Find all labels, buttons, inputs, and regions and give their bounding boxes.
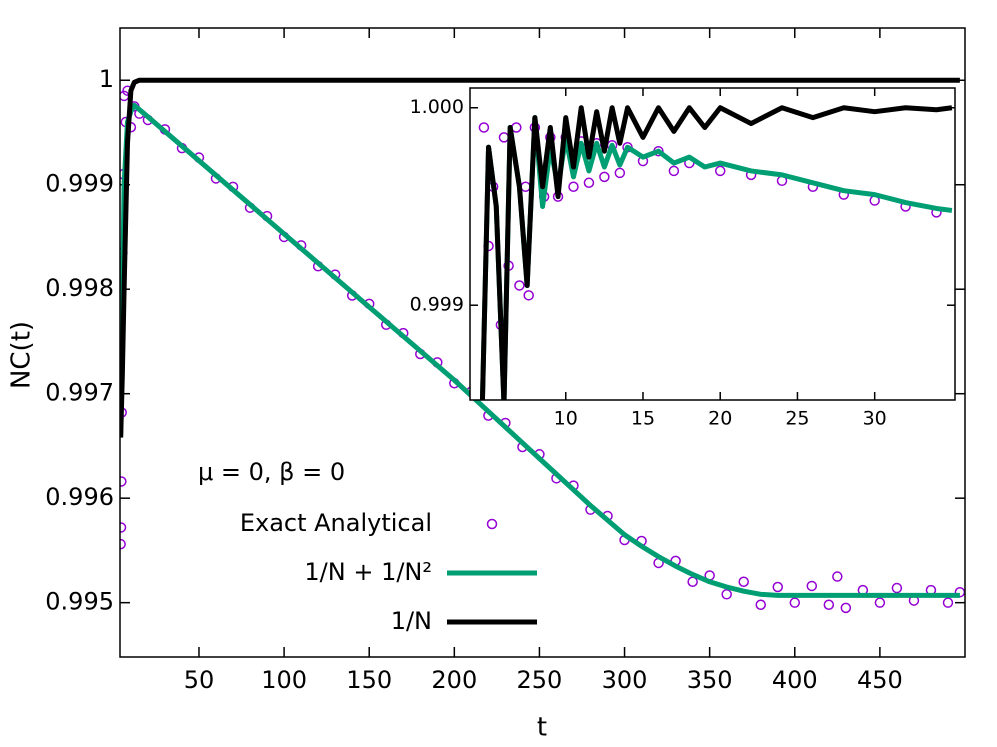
y-tick-label: 0.998 (45, 274, 114, 302)
data-point (668, 165, 680, 177)
data-point (738, 576, 749, 588)
data-line (120, 77, 960, 438)
plot-frame (469, 87, 956, 401)
plot-frame (119, 27, 966, 658)
y-tick-label: 0.999 (410, 294, 464, 316)
x-tick-label: 350 (687, 666, 733, 694)
data-point (614, 167, 626, 179)
data-point (806, 580, 818, 592)
x-tick-label: 50 (184, 666, 215, 694)
x-tick-label: 20 (708, 408, 732, 430)
y-tick-label: 1.000 (410, 96, 464, 118)
legend-label: Exact Analytical (240, 509, 432, 537)
data-point (568, 181, 579, 192)
x-tick-label: 200 (431, 666, 477, 694)
legend-label: 1/N (391, 607, 432, 635)
data-point (120, 522, 127, 533)
legend-marker (486, 518, 498, 530)
x-tick-label: 450 (857, 666, 903, 694)
data-point (583, 177, 595, 189)
y-tick-label: 1 (99, 65, 114, 93)
x-tick-label: 15 (631, 408, 655, 430)
plot-area (478, 105, 953, 400)
data-point (755, 599, 766, 611)
data-point (687, 576, 698, 588)
data-point (478, 122, 490, 133)
data-point (523, 290, 534, 301)
y-tick-label: 0.996 (45, 483, 114, 511)
data-point (714, 165, 726, 177)
data-point (599, 171, 610, 183)
x-tick-label: 25 (785, 408, 809, 430)
legend-label: 1/N + 1/N² (304, 558, 432, 586)
x-tick-label: 10 (554, 408, 578, 430)
data-point (823, 599, 835, 611)
data-point (874, 597, 886, 608)
data-point (832, 571, 843, 582)
data-point (942, 597, 954, 608)
data-point (514, 280, 525, 291)
y-tick-label: 0.997 (45, 379, 114, 407)
x-axis-label: t (537, 713, 547, 743)
data-point (891, 582, 903, 594)
x-tick-label: 30 (863, 408, 887, 430)
x-tick-label: 100 (261, 666, 307, 694)
y-axis-label: NC(t) (7, 321, 37, 389)
x-tick-label: 150 (346, 666, 392, 694)
data-point (120, 476, 127, 487)
inset-background (470, 88, 955, 400)
plot-area (120, 77, 965, 614)
data-line (120, 102, 960, 598)
annotation: μ = 0, β = 0 (198, 458, 345, 486)
x-tick-label: 300 (602, 666, 648, 694)
y-tick-label: 0.995 (45, 588, 114, 616)
x-tick-label: 400 (772, 666, 818, 694)
y-tick-label: 0.999 (45, 170, 114, 198)
data-point (789, 597, 801, 608)
data-point (721, 589, 732, 600)
data-line (479, 105, 953, 400)
x-tick-label: 250 (517, 666, 563, 694)
data-point (840, 602, 852, 614)
data-point (772, 581, 784, 593)
